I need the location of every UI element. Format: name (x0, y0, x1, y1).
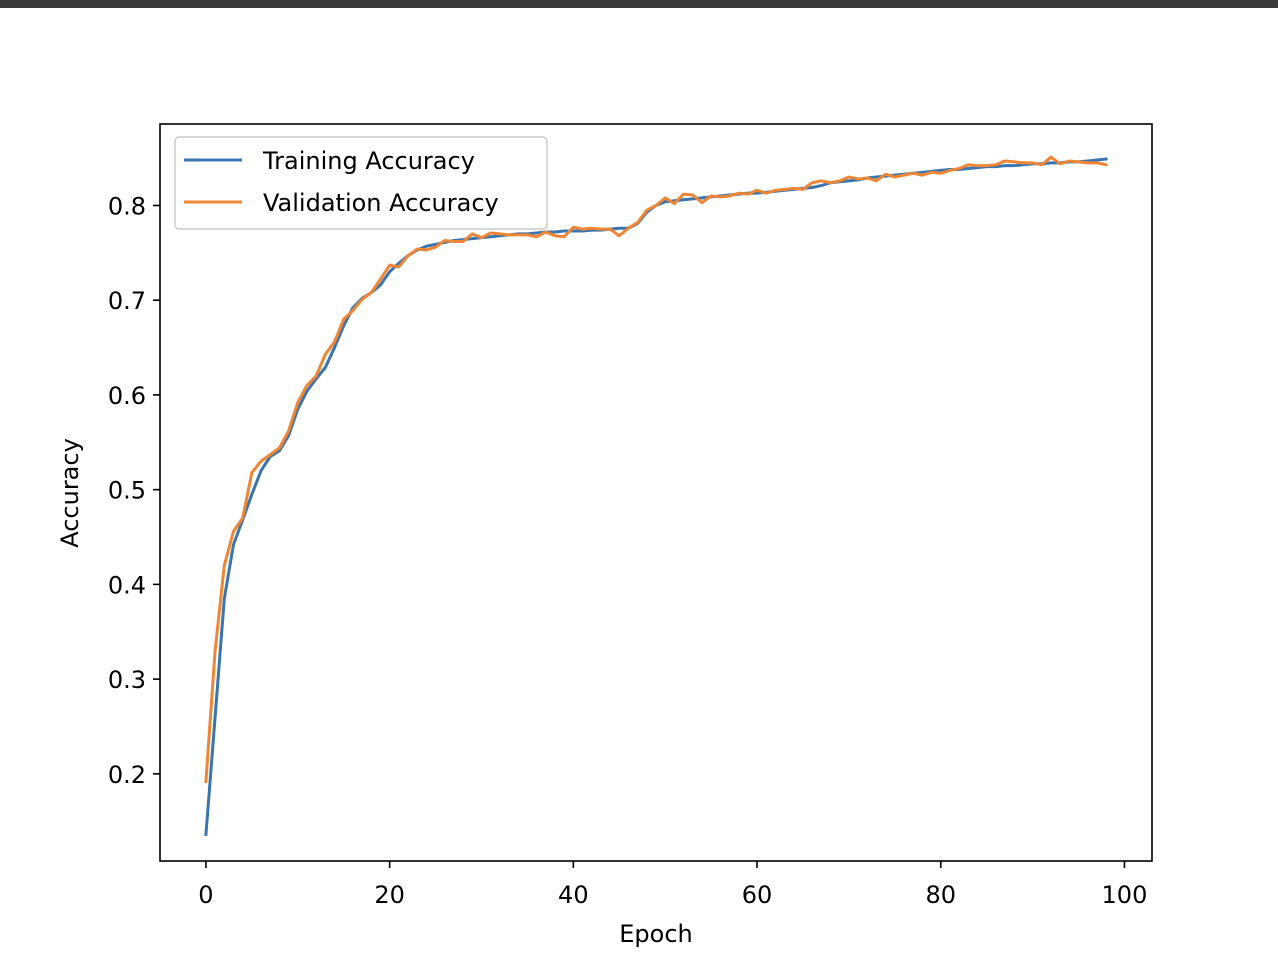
x-tick-label: 80 (925, 881, 956, 909)
plot-frame (159, 123, 1153, 862)
y-tick-label: 0.6 (108, 382, 146, 410)
legend-label-validation: Validation Accuracy (263, 189, 499, 217)
x-tick-label: 20 (374, 881, 405, 909)
y-tick-label: 0.7 (108, 287, 146, 315)
window-top-bar (0, 0, 1278, 8)
series-line-validation (204, 155, 1108, 784)
legend-box (174, 136, 548, 230)
series-line-training (204, 157, 1108, 837)
x-axis-ticks: 0 20 40 60 80 100 (198, 861, 1147, 909)
legend: Training Accuracy Validation Accuracy (174, 136, 548, 230)
series-layer (204, 155, 1108, 837)
x-tick-label: 100 (1102, 881, 1148, 909)
y-tick-label: 0.3 (108, 666, 146, 694)
y-tick-label: 0.2 (108, 761, 146, 789)
x-tick-label: 0 (198, 881, 213, 909)
x-tick-label: 60 (742, 881, 773, 909)
y-axis-label: Accuracy (56, 438, 84, 548)
y-tick-label: 0.5 (108, 477, 146, 505)
y-axis-ticks: 0.2 0.3 0.4 0.5 0.6 0.7 0.8 (108, 192, 160, 789)
legend-label-training: Training Accuracy (262, 147, 475, 175)
y-tick-label: 0.4 (108, 571, 146, 599)
x-axis-label: Epoch (619, 920, 693, 948)
y-tick-label: 0.8 (108, 192, 146, 220)
x-tick-label: 40 (558, 881, 589, 909)
